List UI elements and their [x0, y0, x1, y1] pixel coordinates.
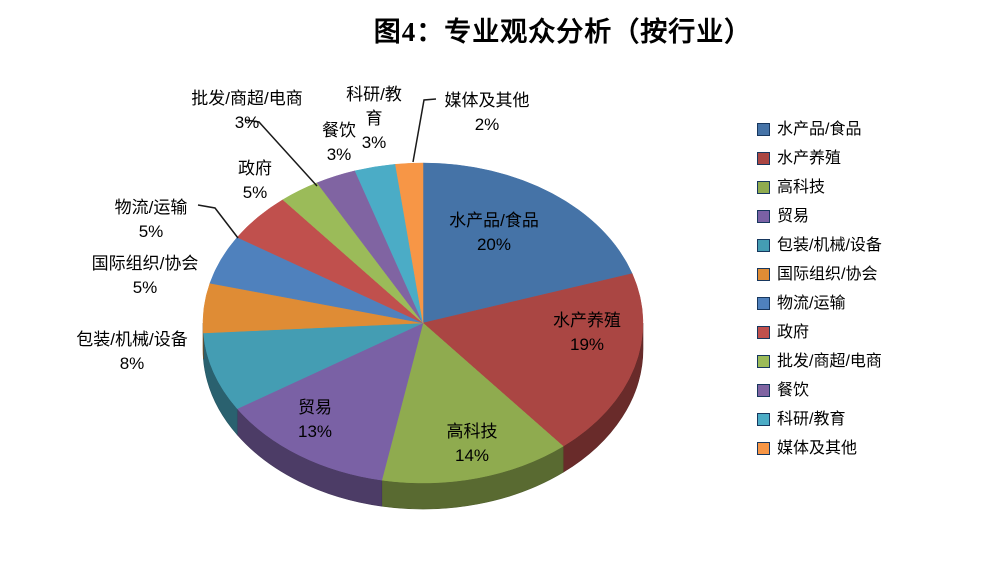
legend-item-6: 物流/运输 — [757, 294, 882, 313]
leader-line-6 — [197, 204, 239, 239]
legend-swatch — [757, 268, 770, 281]
pie-slice-1 — [422, 273, 644, 447]
pie-slice-11 — [395, 162, 424, 324]
chart-title: 图4：专业观众分析（按行业） — [373, 17, 753, 47]
legend-item-10: 科研/教育 — [757, 410, 882, 429]
legend-item-9: 餐饮 — [757, 381, 882, 400]
legend-item-7: 政府 — [757, 323, 882, 342]
pie-slice-0 — [422, 162, 633, 324]
legend-item-4: 包装/机械/设备 — [757, 236, 882, 255]
legend-swatch — [757, 384, 770, 397]
legend-label: 高科技 — [777, 179, 826, 196]
legend-label: 水产养殖 — [777, 150, 842, 167]
legend-item-8: 批发/商超/电商 — [757, 352, 882, 371]
legend-label: 批发/商超/电商 — [777, 353, 882, 370]
pie-slice-3 — [236, 322, 424, 481]
legend-swatch — [757, 210, 770, 223]
legend-swatch — [757, 297, 770, 310]
legend-swatch — [757, 152, 770, 165]
legend-label: 物流/运输 — [777, 295, 846, 312]
legend-item-0: 水产品/食品 — [757, 120, 882, 139]
leader-line-11 — [412, 98, 437, 163]
legend-label: 政府 — [777, 324, 810, 341]
legend-swatch — [757, 326, 770, 339]
chart-legend: 水产品/食品 水产养殖高科技贸易包装/机械/设备 国际组织/协会 物流/运输政府批发/… — [757, 120, 882, 458]
pie-slice-4 — [203, 322, 424, 410]
legend-item-3: 贸易 — [757, 207, 882, 226]
legend-item-1: 水产养殖 — [757, 149, 882, 168]
legend-swatch — [757, 413, 770, 426]
legend-label: 贸易 — [777, 208, 810, 225]
legend-swatch — [757, 181, 770, 194]
leader-line-8 — [244, 119, 318, 187]
legend-item-5: 国际组织/协会 — [757, 265, 882, 284]
legend-swatch — [757, 239, 770, 252]
legend-swatch — [757, 355, 770, 368]
legend-swatch — [757, 442, 770, 455]
legend-label: 餐饮 — [777, 382, 810, 399]
legend-label: 包装/机械/设备 — [777, 237, 882, 254]
legend-label: 水产品/食品 — [777, 121, 862, 138]
legend-swatch — [757, 123, 770, 136]
pie-slice-2 — [381, 322, 564, 484]
legend-item-11: 媒体及其他 — [757, 439, 882, 458]
legend-item-2: 高科技 — [757, 178, 882, 197]
legend-label: 国际组织/协会 — [777, 266, 878, 283]
legend-label: 媒体及其他 — [777, 440, 858, 457]
legend-label: 科研/教育 — [777, 411, 846, 428]
